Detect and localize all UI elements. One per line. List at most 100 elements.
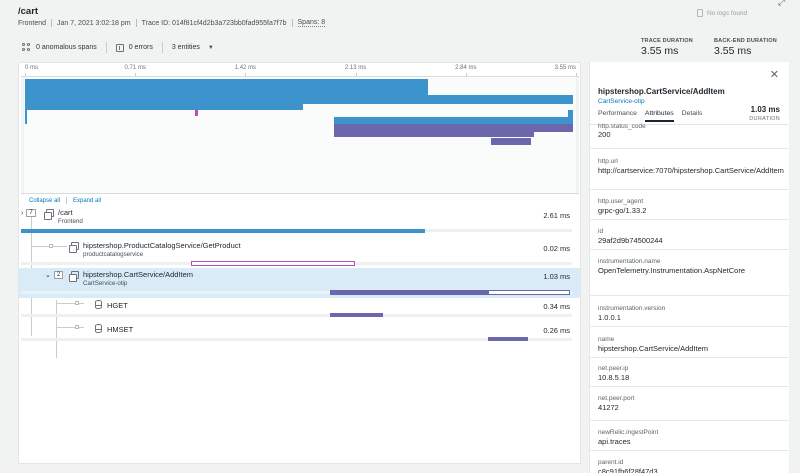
attribute-value[interactable]: hipstershop.CartService/AddItem <box>598 344 709 353</box>
span-duration: 1.03 ms <box>543 272 570 281</box>
attribute-value[interactable]: http://cartservice:7070/hipstershop.Cart… <box>598 166 784 175</box>
attribute-row: instrumentation.version 1.0.0.1 <box>590 297 789 327</box>
attribute-value[interactable]: c8c91fb6f28f47d3 <box>598 467 658 473</box>
database-icon <box>95 300 102 309</box>
attribute-value[interactable]: api.traces <box>598 437 631 446</box>
tree-node-marker <box>75 325 79 329</box>
anomalous-spans-label: 0 anomalous spans <box>36 44 97 51</box>
tab-attributes[interactable]: Attributes <box>644 110 674 122</box>
span-service: Frontend <box>58 218 83 225</box>
expand-all-link[interactable]: Expand all <box>73 197 102 204</box>
timeline-tick-mark <box>576 73 577 76</box>
span-icon <box>69 242 79 253</box>
attribute-row: parent.id c8c91fb6f28f47d3 <box>590 451 789 473</box>
attribute-key: http.status_code <box>598 123 646 130</box>
tree-connector <box>56 300 57 358</box>
attribute-row: http.user_agent grpc-go/1.33.2 <box>590 190 789 220</box>
close-icon[interactable]: ✕ <box>769 69 779 81</box>
entities-dropdown[interactable]: 3 entities ▼ <box>168 41 218 54</box>
details-tabs: Performance Attributes Details <box>598 110 702 122</box>
entities-label: 3 entities <box>171 44 200 51</box>
minimap-span-bar <box>333 117 573 124</box>
tab-performance[interactable]: Performance <box>598 110 637 117</box>
errors-filter[interactable]: 0 errors <box>112 41 157 55</box>
attribute-value[interactable]: OpenTelemetry.Instrumentation.AspNetCore <box>598 266 746 275</box>
no-logs-indicator: No logs found <box>697 9 747 17</box>
attribute-value[interactable]: 29af2d9b74500244 <box>598 236 663 245</box>
details-duration: 1.03 ms <box>750 105 780 114</box>
attribute-row: id 29af2d9b74500244 <box>590 220 789 250</box>
trace-timestamp: Jan 7, 2021 3:02:18 pm <box>57 19 131 27</box>
timeline-tick-label: 0.71 ms <box>124 65 146 71</box>
timeline-tick-mark <box>465 73 467 76</box>
attribute-value[interactable]: 1.0.0.1 <box>598 313 621 322</box>
attribute-value[interactable]: 41272 <box>598 403 619 412</box>
attribute-key: instrumentation.name <box>598 258 661 265</box>
anomaly-icon <box>22 43 31 52</box>
chevron-down-icon: ⌄ <box>45 272 51 279</box>
attribute-key: http.url <box>598 158 618 165</box>
minimap-span-bar <box>25 110 27 124</box>
span-name: HMSET <box>107 325 134 334</box>
attribute-value[interactable]: grpc-go/1.33.2 <box>598 206 647 215</box>
expand-toggle[interactable]: › 7 <box>21 209 36 217</box>
timeline-tick-label: 0 ms <box>25 65 39 71</box>
timeline-tick-mark <box>245 73 247 76</box>
tree-connector <box>56 327 84 328</box>
span-bar <box>191 261 356 266</box>
attribute-key: parent.id <box>598 459 624 466</box>
details-service-link[interactable]: CartService-otip <box>598 98 645 105</box>
span-row-hmset[interactable]: HMSET 0.26 ms <box>19 322 580 346</box>
span-bar <box>330 290 570 295</box>
span-name: hipstershop.ProductCatalogService/GetPro… <box>83 241 241 250</box>
span-track <box>21 291 572 294</box>
expand-icon[interactable]: ⤢ <box>778 0 786 7</box>
tab-details[interactable]: Details <box>681 110 703 117</box>
backend-duration-label: BACK-END DURATION <box>714 38 777 44</box>
tree-controls: Collapse all Expand all <box>29 197 101 204</box>
span-track <box>21 338 572 341</box>
minimap-handle-right[interactable] <box>576 77 579 193</box>
collapse-toggle[interactable]: ⌄ 2 <box>45 271 64 279</box>
timeline-ruler: 0 ms 0.71 ms 1.42 ms 2.13 ms 2.84 ms 3.55 ms <box>19 63 582 76</box>
attribute-row: name hipstershop.CartService/AddItem <box>590 328 789 358</box>
minimap-handle-left[interactable] <box>21 77 24 193</box>
backend-duration-value: 3.55 ms <box>714 45 752 57</box>
timeline-tick-label: 2.13 ms <box>344 65 367 71</box>
document-icon <box>697 9 703 17</box>
attribute-value[interactable]: 200 <box>598 130 611 139</box>
attribute-row: http.status_code 200 <box>590 121 789 149</box>
trace-id: Trace ID: 014f81cf4d2b3a723bb0fad955fa7f… <box>141 19 287 27</box>
span-name: HGET <box>107 301 128 310</box>
trace-duration-label: TRACE DURATION <box>641 38 693 44</box>
backend-duration: BACK-END DURATION 3.55 ms <box>714 38 777 57</box>
trace-minimap[interactable] <box>21 76 579 194</box>
timeline-tick-label: 1.42 ms <box>234 65 257 71</box>
span-icon <box>44 209 54 220</box>
minimap-span-bar <box>333 124 573 132</box>
minimap-span-bar <box>568 110 573 124</box>
attribute-key: http.user_agent <box>598 198 644 205</box>
span-duration: 0.26 ms <box>543 326 570 335</box>
span-duration: 2.61 ms <box>543 211 570 220</box>
attribute-key: instrumentation.version <box>598 305 666 312</box>
tree-connector <box>56 303 84 304</box>
database-icon <box>95 324 102 333</box>
span-duration: 0.34 ms <box>543 302 570 311</box>
span-row-hget[interactable]: HGET 0.34 ms <box>19 298 580 322</box>
span-row-cart[interactable]: › 7 /cart Frontend 2.61 ms <box>19 206 580 240</box>
trace-duration: TRACE DURATION 3.55 ms <box>641 38 693 57</box>
span-row-additem[interactable]: ⌄ 2 hipstershop.CartService/AddItem Cart… <box>19 268 580 298</box>
span-track <box>21 314 572 317</box>
span-bar <box>21 229 425 233</box>
span-count-link[interactable]: Spans: 8 <box>297 19 326 27</box>
span-name: /cart <box>58 208 73 217</box>
attribute-value[interactable]: 10.8.5.18 <box>598 373 630 382</box>
span-bar <box>488 337 529 341</box>
collapse-all-link[interactable]: Collapse all <box>29 197 61 204</box>
root-service: Frontend <box>18 19 47 27</box>
anomalous-spans-filter[interactable]: 0 anomalous spans <box>18 40 101 55</box>
span-duration: 0.02 ms <box>543 244 570 253</box>
span-row-getproduct[interactable]: hipstershop.ProductCatalogService/GetPro… <box>19 240 580 268</box>
minimap-span-bar <box>333 132 535 137</box>
